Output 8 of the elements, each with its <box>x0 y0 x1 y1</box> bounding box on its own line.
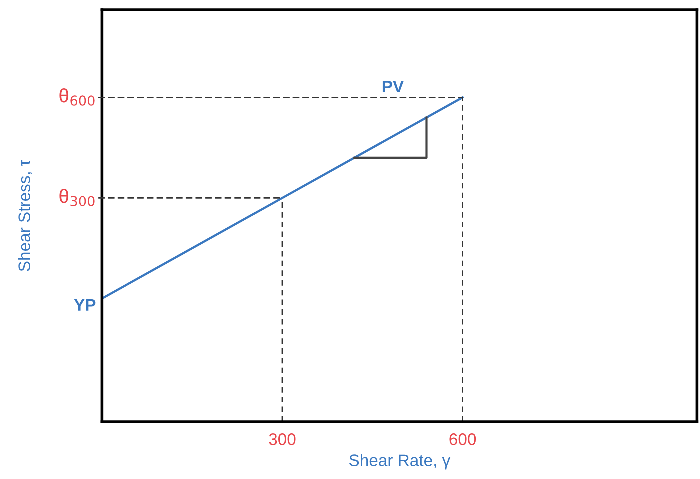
annotation: θ$_{300}$ <box>60 189 95 206</box>
x-tick-label: 300 <box>269 434 296 446</box>
annotation: YP <box>74 299 96 311</box>
text: PV <box>382 80 404 92</box>
x-tick-label: 600 <box>450 434 476 446</box>
annotation: θ$_{600}$ <box>60 88 95 106</box>
x-axis-title: Shear Rate, γ <box>350 454 451 470</box>
y-axis-title: Shear Stress, τ <box>18 160 32 272</box>
